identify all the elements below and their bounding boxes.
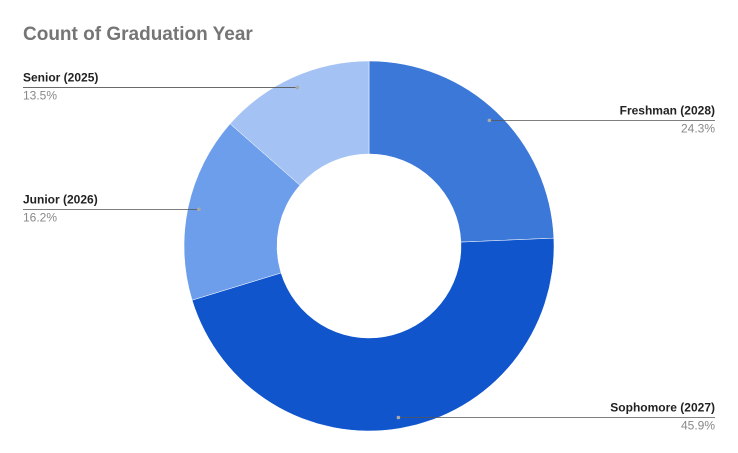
slice-value: 16.2%: [23, 211, 57, 225]
donut-slice: [183, 123, 301, 301]
leader-dot: [396, 415, 401, 420]
leader-dot: [197, 207, 201, 212]
donut-slice: [368, 60, 555, 243]
donut-slice: [229, 60, 370, 186]
slice-label: Freshman (2028): [620, 104, 715, 118]
slice-value: 45.9%: [681, 419, 715, 433]
slice-value: 24.3%: [681, 122, 715, 136]
slice-value: 13.5%: [23, 89, 57, 103]
slice-label: Senior (2025): [23, 71, 98, 85]
slice-label: Junior (2026): [23, 193, 98, 207]
leader-dot: [295, 85, 300, 90]
leader-dot: [487, 118, 492, 123]
slice-label: Sophomore (2027): [610, 401, 715, 415]
chart-title: Count of Graduation Year: [23, 24, 253, 45]
